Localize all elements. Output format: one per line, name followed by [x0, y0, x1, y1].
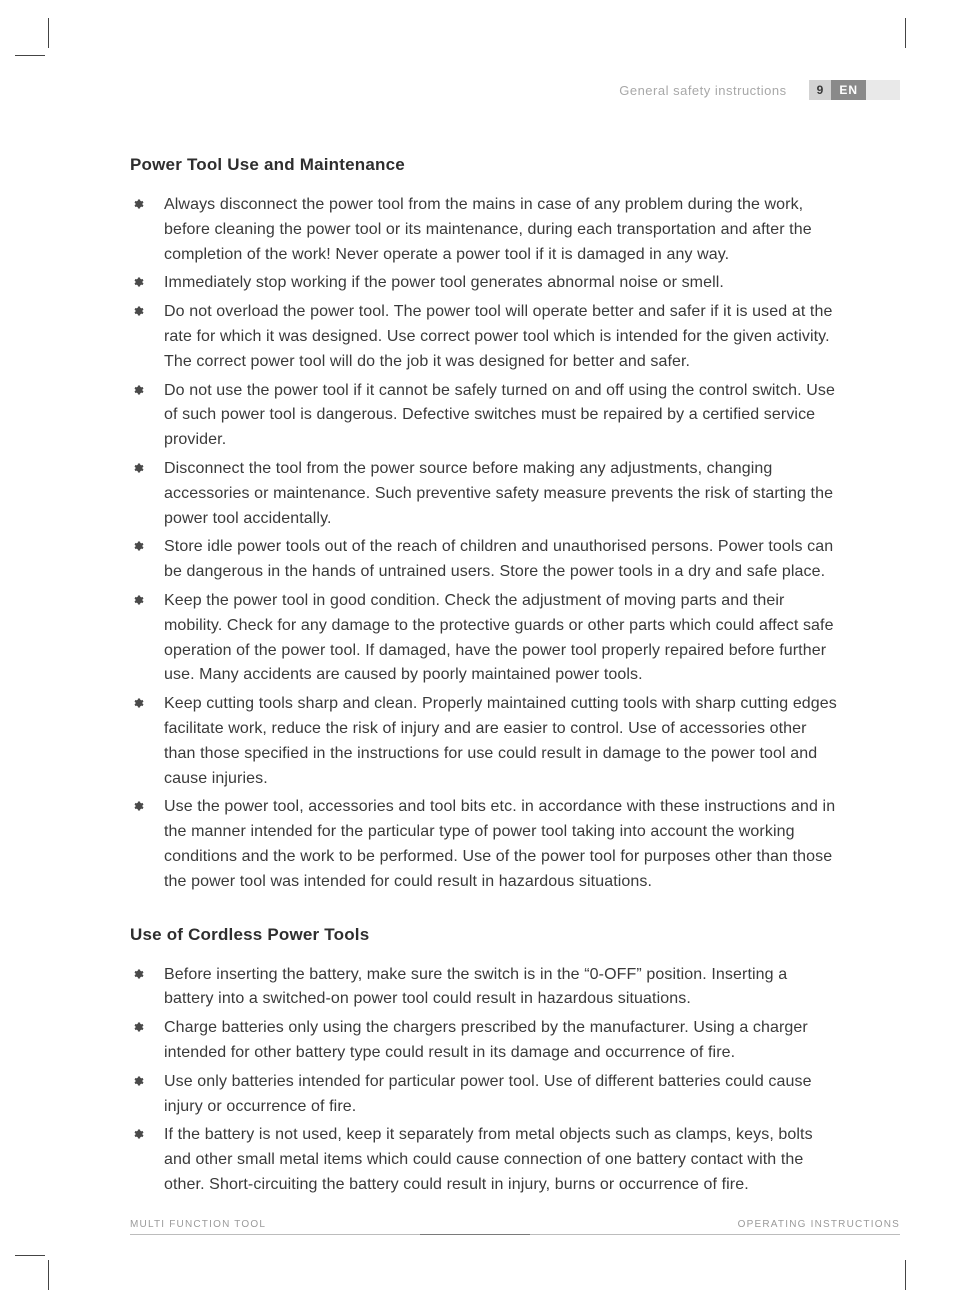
list-item-text: Use only batteries intended for particul… [164, 1073, 812, 1115]
list-item-text: Keep cutting tools sharp and clean. Prop… [164, 695, 837, 786]
list-item: Keep cutting tools sharp and clean. Prop… [130, 692, 840, 791]
language-badge: EN [831, 80, 866, 100]
list-item-text: Do not overload the power tool. The powe… [164, 303, 832, 370]
list-item: Always disconnect the power tool from th… [130, 193, 840, 267]
list-item: Store idle power tools out of the reach … [130, 535, 840, 585]
list-item-text: Disconnect the tool from the power sourc… [164, 460, 833, 527]
gear-bullet-icon [132, 1128, 144, 1140]
list-item-text: Always disconnect the power tool from th… [164, 196, 812, 263]
list-item-text: Immediately stop working if the power to… [164, 274, 724, 291]
list-item: If the battery is not used, keep it sepa… [130, 1123, 840, 1197]
list-item-text: Charge batteries only using the chargers… [164, 1019, 808, 1061]
gear-bullet-icon [132, 1075, 144, 1087]
gear-bullet-icon [132, 968, 144, 980]
list-item: Do not use the power tool if it cannot b… [130, 379, 840, 453]
gear-bullet-icon [132, 800, 144, 812]
footer-left: MULTI FUNCTION TOOL [130, 1219, 420, 1235]
section-power-tool-use: Power Tool Use and Maintenance Always di… [130, 155, 840, 895]
gear-bullet-icon [132, 305, 144, 317]
list-item-text: Keep the power tool in good condition. C… [164, 592, 834, 683]
gear-bullet-icon [132, 276, 144, 288]
bullet-list: Before inserting the battery, make sure … [130, 963, 840, 1198]
page-footer: MULTI FUNCTION TOOL OPERATING INSTRUCTIO… [130, 1219, 900, 1235]
section-title: Power Tool Use and Maintenance [130, 155, 840, 175]
list-item: Keep the power tool in good condition. C… [130, 589, 840, 688]
list-item: Before inserting the battery, make sure … [130, 963, 840, 1013]
list-item: Use the power tool, accessories and tool… [130, 795, 840, 894]
list-item: Charge batteries only using the chargers… [130, 1016, 840, 1066]
list-item: Immediately stop working if the power to… [130, 271, 840, 296]
gear-bullet-icon [132, 697, 144, 709]
header-section-label: General safety instructions [619, 83, 786, 98]
section-cordless-tools: Use of Cordless Power Tools Before inser… [130, 925, 840, 1198]
page-header: General safety instructions 9 EN [130, 80, 900, 100]
gear-bullet-icon [132, 540, 144, 552]
bullet-list: Always disconnect the power tool from th… [130, 193, 840, 895]
gear-bullet-icon [132, 594, 144, 606]
gear-bullet-icon [132, 1021, 144, 1033]
gear-bullet-icon [132, 198, 144, 210]
section-title: Use of Cordless Power Tools [130, 925, 840, 945]
footer-right: OPERATING INSTRUCTIONS [530, 1219, 900, 1235]
list-item-text: If the battery is not used, keep it sepa… [164, 1126, 813, 1193]
list-item: Use only batteries intended for particul… [130, 1070, 840, 1120]
footer-divider [420, 1234, 530, 1235]
page-number-badge: 9 [809, 80, 832, 100]
list-item-text: Before inserting the battery, make sure … [164, 966, 787, 1008]
list-item-text: Use the power tool, accessories and tool… [164, 798, 835, 889]
main-content: Power Tool Use and Maintenance Always di… [130, 155, 900, 1198]
header-trail-bar [866, 80, 900, 100]
page-content: General safety instructions 9 EN Power T… [130, 80, 900, 1228]
list-item: Do not overload the power tool. The powe… [130, 300, 840, 374]
gear-bullet-icon [132, 384, 144, 396]
list-item-text: Do not use the power tool if it cannot b… [164, 382, 835, 449]
list-item: Disconnect the tool from the power sourc… [130, 457, 840, 531]
gear-bullet-icon [132, 462, 144, 474]
list-item-text: Store idle power tools out of the reach … [164, 538, 833, 580]
